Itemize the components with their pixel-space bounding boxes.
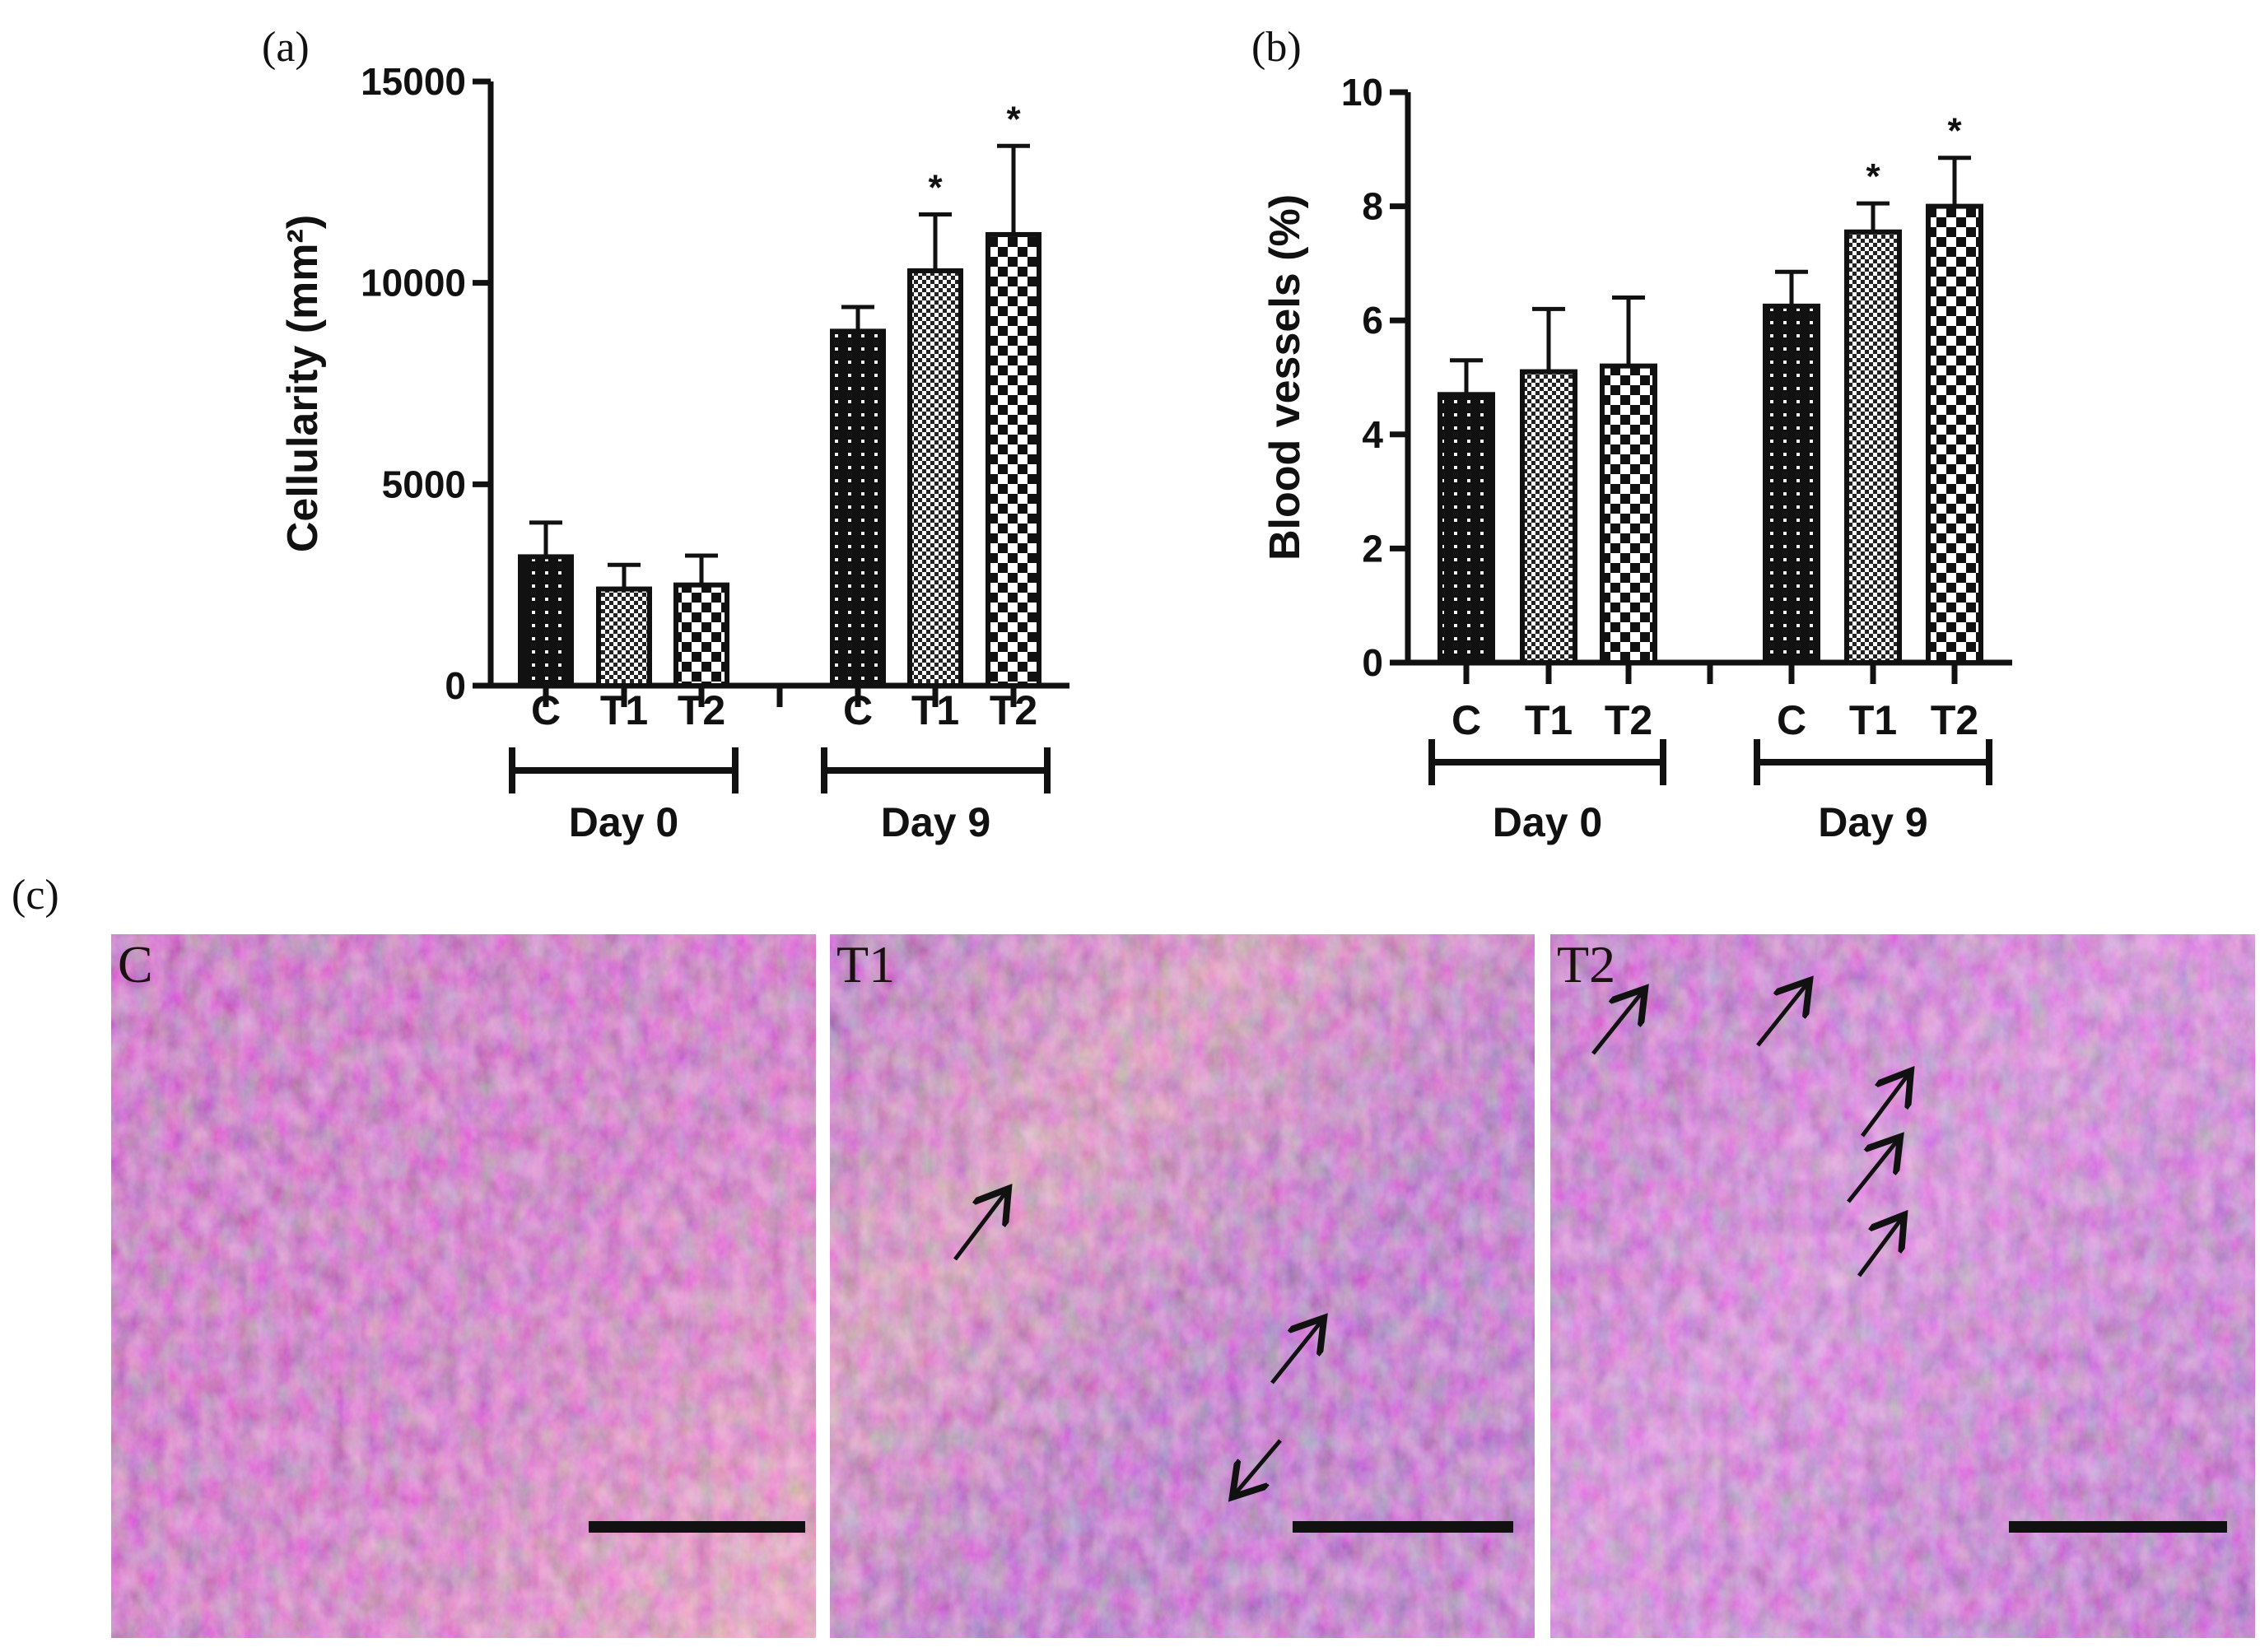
group-label: Day 9 <box>1818 799 1927 845</box>
x-tick-label: T1 <box>1525 697 1573 743</box>
micrograph-t2: T2 <box>1550 934 2255 1638</box>
micrograph-label: T2 <box>1557 935 1615 994</box>
arrow-icon <box>1756 984 1807 1047</box>
micrograph-c: C <box>111 934 816 1638</box>
y-tick-label: 0 <box>1362 641 1383 684</box>
y-tick-label: 8 <box>1362 185 1383 228</box>
chart-cellularity: 0 5000 10000 15000 Cellularity (mm²) C T1 T2 Day… <box>279 60 1069 845</box>
x-tick-label: T2 <box>1605 697 1652 743</box>
micrograph-t1: T1 <box>830 934 1535 1638</box>
y-axis-label: Cellularity (mm²) <box>279 215 327 552</box>
bar <box>907 268 963 688</box>
bar <box>518 554 574 688</box>
bar <box>1520 369 1577 665</box>
bar <box>673 582 729 689</box>
x-tick-label: T1 <box>911 687 959 733</box>
micrograph-label: C <box>118 935 153 994</box>
group-label: Day 0 <box>569 799 678 845</box>
bar <box>830 328 886 688</box>
chart-blood-vessels: 0 2 4 6 8 10 Blood vessels (%) C T1 T2 Day 0 C T1 * T2… <box>1261 71 2012 845</box>
arrow-icon <box>1847 1140 1898 1203</box>
arrow-icon <box>1235 1439 1282 1494</box>
y-tick-label: 6 <box>1362 299 1383 342</box>
x-tick-label: C <box>1777 697 1806 743</box>
y-tick-label: 2 <box>1362 527 1383 570</box>
panel-label-b: (b) <box>1251 24 1302 71</box>
x-tick-label: T2 <box>1931 697 1978 743</box>
significance-marker: * <box>1947 111 1962 151</box>
group-label: Day 9 <box>881 799 990 845</box>
bar <box>1926 203 1983 666</box>
arrow-icon <box>1270 1321 1321 1384</box>
panel-label-a: (a) <box>262 24 310 71</box>
arrow-icon <box>1860 1074 1908 1138</box>
bar <box>986 231 1041 688</box>
y-tick-label: 10 <box>1341 71 1383 114</box>
significance-marker: * <box>928 167 943 207</box>
y-tick-label: 10000 <box>361 262 466 305</box>
x-tick-label: C <box>1452 697 1481 743</box>
micrograph-label: T1 <box>836 935 895 994</box>
micrographs: C T1 T2 <box>111 934 2255 1638</box>
significance-marker: * <box>1866 156 1880 197</box>
bar <box>1600 363 1657 665</box>
bar <box>1844 229 1902 666</box>
arrow-icon <box>953 1192 1006 1261</box>
x-tick-label: T2 <box>678 687 725 733</box>
y-tick-label: 0 <box>445 664 466 707</box>
bar <box>596 586 652 688</box>
x-tick-label: T2 <box>990 687 1037 733</box>
bar <box>1763 303 1820 665</box>
y-tick-label: 15000 <box>361 60 466 103</box>
y-axis-label: Blood vessels (%) <box>1261 194 1309 561</box>
significance-marker: * <box>1006 99 1021 139</box>
y-tick-label: 5000 <box>382 463 466 505</box>
arrow-icon <box>1857 1218 1902 1277</box>
panel-label-c: (c) <box>12 872 59 919</box>
x-tick-label: C <box>531 687 561 733</box>
group-label: Day 0 <box>1493 799 1602 845</box>
bar <box>1438 392 1495 665</box>
tissue-image <box>830 934 1535 1638</box>
x-tick-label: C <box>843 687 873 733</box>
tissue-image <box>1550 934 2255 1638</box>
tissue-image <box>111 934 816 1638</box>
arrow-icon <box>1591 992 1643 1055</box>
x-tick-label: T1 <box>1849 697 1897 743</box>
x-tick-label: T1 <box>600 687 648 733</box>
y-tick-label: 4 <box>1362 413 1383 456</box>
